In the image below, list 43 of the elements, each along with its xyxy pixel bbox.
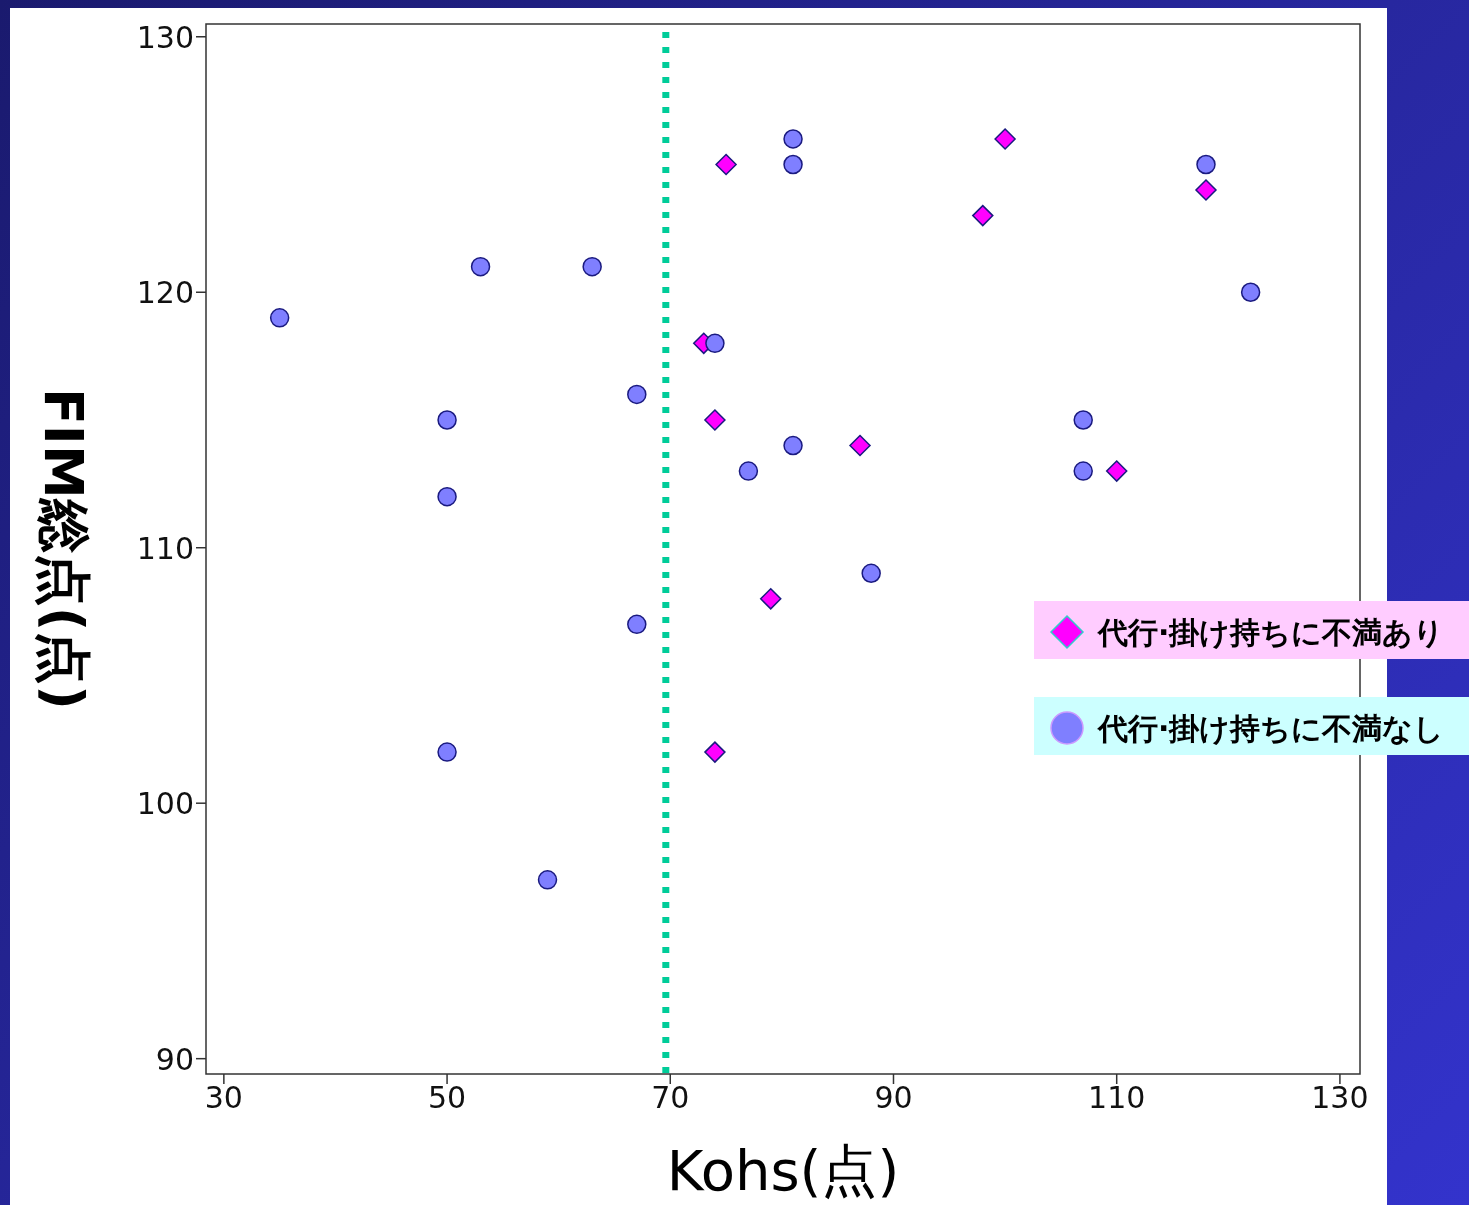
point <box>705 333 725 354</box>
x-tick-label: 110 <box>1088 1080 1146 1115</box>
point <box>1196 154 1216 175</box>
point <box>738 461 759 481</box>
point <box>627 384 647 405</box>
point <box>783 129 803 149</box>
legend-label: 代行·掛け持ちに不満なし <box>1096 711 1445 746</box>
point <box>582 256 602 277</box>
point <box>269 308 290 328</box>
y-axis-title: FIM総点(点) <box>32 387 95 711</box>
point <box>537 870 558 890</box>
y-tick-label: 130 <box>136 19 194 55</box>
point <box>849 434 871 457</box>
point <box>1105 460 1128 482</box>
point <box>627 614 647 635</box>
point <box>783 435 803 456</box>
x-tick-label: 70 <box>651 1080 690 1115</box>
point <box>715 153 737 176</box>
x-tick-label: 50 <box>427 1080 467 1115</box>
point <box>704 409 726 431</box>
point <box>1073 410 1093 430</box>
point <box>759 588 782 610</box>
y-tick-label: 100 <box>136 786 194 822</box>
point <box>1073 461 1093 481</box>
point <box>861 563 881 584</box>
y-tick-label: 110 <box>136 530 194 566</box>
point <box>783 154 803 175</box>
x-tick-label: 130 <box>1311 1080 1369 1115</box>
point <box>437 742 457 762</box>
y-tick-label: 120 <box>136 275 194 311</box>
x-tick-label: 30 <box>204 1080 243 1115</box>
point <box>470 256 491 277</box>
x-tick-label: 90 <box>874 1080 913 1115</box>
y-tick-label: 90 <box>155 1041 194 1077</box>
point <box>437 410 457 430</box>
point <box>704 741 726 763</box>
point <box>1240 282 1261 302</box>
point <box>972 204 994 227</box>
legend-label: 代行·掛け持ちに不満あり <box>1096 615 1445 650</box>
point <box>994 128 1016 150</box>
point <box>1195 179 1217 201</box>
x-axis-title: Kohs(点) <box>666 1138 900 1203</box>
point <box>437 486 457 507</box>
